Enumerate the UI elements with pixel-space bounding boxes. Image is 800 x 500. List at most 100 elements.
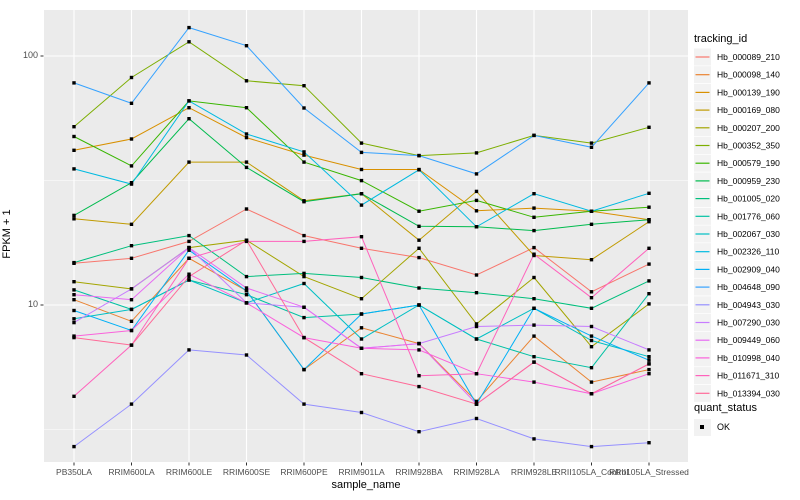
data-point-Hb_013394_030 xyxy=(532,360,536,364)
data-point-Hb_000169_080 xyxy=(589,258,594,262)
data-point-Hb_000352_350 xyxy=(647,125,651,129)
x-tick-label-RRIM600PE: RRIM600PE xyxy=(280,467,328,477)
legend-label-Hb_013394_030: Hb_013394_030 xyxy=(717,388,780,398)
data-point-Hb_002326_110 xyxy=(532,192,536,196)
legend-label-Hb_011671_310: Hb_011671_310 xyxy=(717,371,780,381)
data-point-Hb_000089_210 xyxy=(647,262,651,266)
data-point-Hb_010998_040 xyxy=(417,348,421,352)
x-tick-label-RRIM928LE: RRIM928LE xyxy=(511,467,558,477)
data-point-Hb_013394_030 xyxy=(129,343,134,347)
data-point-Hb_001005_020 xyxy=(244,274,249,279)
data-point-Hb_010998_040 xyxy=(359,346,364,350)
legend-label-Hb_000139_190: Hb_000139_190 xyxy=(717,87,780,97)
data-point-Hb_004943_030 xyxy=(474,416,479,421)
data-point-Hb_009449_060 xyxy=(187,245,191,250)
legend-label-Hb_002067_030: Hb_002067_030 xyxy=(717,229,780,239)
x-tick-label-RRII105LA_Stressed: RRII105LA_Stressed xyxy=(609,467,689,477)
data-point-Hb_009449_060 xyxy=(129,298,134,302)
data-point-Hb_000579_190 xyxy=(302,160,306,164)
data-point-Hb_000098_140 xyxy=(129,319,134,323)
data-point-Hb_000959_230 xyxy=(359,192,364,196)
data-point-Hb_000089_210 xyxy=(589,290,594,294)
data-point-Hb_010998_040 xyxy=(532,380,536,384)
data-point-Hb_002326_110 xyxy=(647,191,651,195)
legend-label-Hb_000352_350: Hb_000352_350 xyxy=(717,141,780,151)
data-point-Hb_004943_030 xyxy=(129,402,134,406)
data-point-Hb_000352_350 xyxy=(589,141,594,145)
data-point-Hb_000169_080 xyxy=(647,220,651,224)
data-point-Hb_000959_230 xyxy=(647,218,651,222)
data-point-Hb_002326_110 xyxy=(244,132,249,136)
data-point-Hb_000207_200 xyxy=(532,275,536,280)
data-point-Hb_000579_190 xyxy=(474,198,479,203)
data-point-Hb_002326_110 xyxy=(187,99,191,103)
data-point-Hb_004943_030 xyxy=(532,437,536,441)
data-point-Hb_004943_030 xyxy=(302,402,306,406)
data-point-Hb_009449_060 xyxy=(417,341,421,346)
data-point-Hb_001776_060 xyxy=(244,293,249,297)
x-tick-label-RRII105LA_Control: RRII105LA_Control xyxy=(555,467,629,477)
data-point-Hb_004943_030 xyxy=(187,348,191,352)
data-point-Hb_013394_030 xyxy=(187,274,191,279)
data-point-Hb_000169_080 xyxy=(129,222,134,226)
data-point-Hb_000098_140 xyxy=(589,380,594,384)
x-tick-label-RRIM901LA: RRIM901LA xyxy=(338,467,385,477)
data-point-Hb_000139_190 xyxy=(187,106,191,110)
data-point-Hb_000959_230 xyxy=(417,224,421,228)
data-point-Hb_002067_030 xyxy=(302,281,306,286)
data-point-Hb_002326_110 xyxy=(72,167,76,171)
data-point-Hb_010998_040 xyxy=(647,372,651,376)
data-point-Hb_004648_090 xyxy=(359,150,364,155)
data-point-Hb_001005_020 xyxy=(302,271,306,276)
data-point-Hb_004943_030 xyxy=(244,353,249,357)
legend-label-Hb_000207_200: Hb_000207_200 xyxy=(717,123,780,133)
data-point-Hb_002067_030 xyxy=(187,278,191,282)
data-point-Hb_011671_310 xyxy=(474,372,479,376)
data-point-Hb_010998_040 xyxy=(187,272,191,276)
data-point-Hb_009449_060 xyxy=(244,286,249,290)
data-point-Hb_001005_020 xyxy=(474,291,479,295)
data-point-Hb_000207_200 xyxy=(302,274,306,279)
data-point-Hb_000959_230 xyxy=(187,117,191,121)
plot-panel xyxy=(44,10,688,462)
data-point-Hb_000579_190 xyxy=(532,215,536,219)
data-point-Hb_002067_030 xyxy=(474,337,479,341)
data-point-Hb_000207_200 xyxy=(72,280,76,284)
data-point-Hb_001776_060 xyxy=(647,292,651,296)
data-point-Hb_007290_030 xyxy=(474,324,479,329)
data-point-Hb_000352_350 xyxy=(244,79,249,83)
data-point-Hb_001005_020 xyxy=(187,233,191,238)
data-point-Hb_004648_090 xyxy=(302,106,306,110)
data-point-Hb_004648_090 xyxy=(72,81,76,85)
data-point-Hb_000959_230 xyxy=(72,213,76,218)
legend-label-Hb_000089_210: Hb_000089_210 xyxy=(717,52,780,62)
data-point-Hb_000139_190 xyxy=(532,206,536,210)
data-point-Hb_000139_190 xyxy=(302,153,306,157)
legend-label-Hb_002326_110: Hb_002326_110 xyxy=(717,247,780,257)
x-axis-title: sample_name xyxy=(331,479,401,491)
data-point-Hb_013394_030 xyxy=(647,362,651,366)
data-point-Hb_000089_210 xyxy=(244,207,249,211)
data-point-Hb_013394_030 xyxy=(244,238,249,242)
data-point-Hb_001005_020 xyxy=(417,286,421,290)
data-point-Hb_000139_190 xyxy=(129,137,134,141)
data-point-Hb_002909_040 xyxy=(302,367,306,372)
data-point-Hb_007290_030 xyxy=(589,324,594,329)
data-point-Hb_004648_090 xyxy=(129,101,134,105)
x-tick-label-RRIM600LA: RRIM600LA xyxy=(108,467,155,477)
legend-label-Hb_001776_060: Hb_001776_060 xyxy=(717,211,780,221)
data-point-Hb_000352_350 xyxy=(359,141,364,145)
data-point-Hb_000579_190 xyxy=(129,164,134,168)
legend-key-quant-ok xyxy=(694,419,711,436)
x-tick-label-PB350LA: PB350LA xyxy=(56,467,92,477)
data-point-Hb_009449_060 xyxy=(302,305,306,309)
data-point-Hb_000959_230 xyxy=(589,222,594,226)
data-point-Hb_000169_080 xyxy=(187,160,191,164)
legend-label-Hb_000579_190: Hb_000579_190 xyxy=(717,158,780,168)
data-point-Hb_011671_310 xyxy=(72,394,76,398)
data-point-Hb_004648_090 xyxy=(417,153,421,158)
data-point-Hb_007290_030 xyxy=(72,320,76,325)
legend-label-Hb_007290_030: Hb_007290_030 xyxy=(717,318,780,328)
data-point-Hb_000089_210 xyxy=(129,256,134,260)
